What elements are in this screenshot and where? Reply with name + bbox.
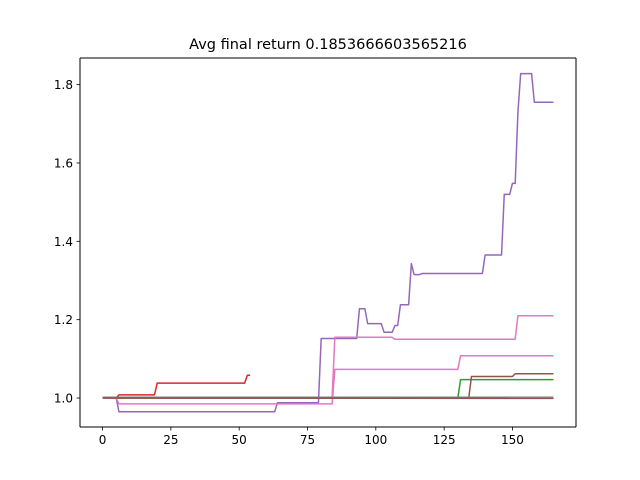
y-tick-label: 1.8 xyxy=(54,78,73,92)
chart-title: Avg final return 0.1853666603565216 xyxy=(189,37,467,53)
series-line-5 xyxy=(102,72,554,413)
x-axis: 0 25 50 75 100 125 150 xyxy=(99,427,524,447)
series-layer xyxy=(102,72,554,413)
y-tick-label: 1.2 xyxy=(54,313,73,327)
x-tick-label: 50 xyxy=(232,433,247,447)
x-tick-label: 150 xyxy=(501,433,524,447)
plot-area: 0 25 50 75 100 125 150 1.0 1.2 1.4 1.6 1.8 xyxy=(54,57,577,447)
axes-spines xyxy=(79,57,577,428)
plot-frame xyxy=(80,58,576,427)
x-tick-label: 25 xyxy=(163,433,178,447)
series-line-8 xyxy=(102,315,554,399)
series-line-7 xyxy=(102,354,554,405)
y-tick-label: 1.6 xyxy=(54,156,73,170)
x-tick-label: 75 xyxy=(300,433,315,447)
x-tick-label: 100 xyxy=(364,433,387,447)
x-tick-label: 0 xyxy=(99,433,107,447)
x-tick-label: 125 xyxy=(433,433,456,447)
y-tick-label: 1.4 xyxy=(54,235,73,249)
y-axis: 1.0 1.2 1.4 1.6 1.8 xyxy=(54,78,80,406)
y-tick-label: 1.0 xyxy=(54,392,73,406)
